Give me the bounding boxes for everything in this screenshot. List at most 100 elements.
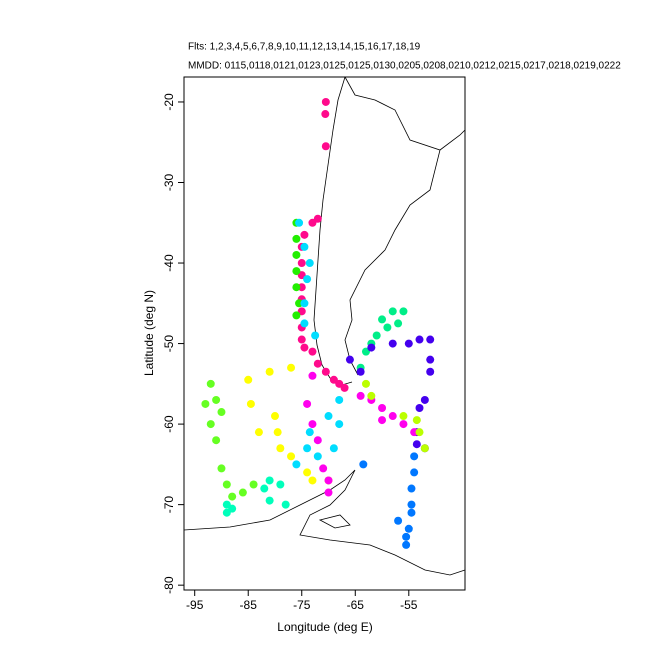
point: [313, 436, 322, 445]
point: [295, 218, 304, 227]
point: [212, 395, 221, 404]
y-tick-label: -70: [162, 496, 176, 514]
point: [378, 416, 387, 425]
point: [244, 375, 253, 384]
point: [303, 468, 312, 477]
point: [292, 250, 301, 259]
point: [367, 391, 376, 400]
point: [410, 468, 419, 477]
point: [329, 444, 338, 453]
title: Flts: 1,2,3,4,5,6,7,8,9,10,11,12,13,14,1…: [188, 42, 421, 53]
point: [297, 335, 306, 344]
point: [273, 428, 282, 437]
point: [378, 315, 387, 324]
point: [292, 267, 301, 276]
point: [402, 540, 411, 549]
point: [324, 488, 333, 497]
point: [372, 331, 381, 340]
point: [265, 367, 274, 376]
point: [217, 464, 226, 473]
point: [212, 436, 221, 445]
point: [404, 339, 413, 348]
point: [388, 307, 397, 316]
point: [356, 367, 365, 376]
point: [335, 420, 344, 429]
point: [356, 391, 365, 400]
plot-frame: [183, 76, 466, 591]
point: [265, 496, 274, 505]
point: [324, 476, 333, 485]
point: [313, 359, 322, 368]
point: [420, 444, 429, 453]
point: [300, 343, 309, 352]
point: [308, 420, 317, 429]
y-axis-label: Latitude (deg N): [142, 290, 156, 376]
point: [276, 444, 285, 453]
point: [308, 347, 317, 356]
point: [345, 355, 354, 364]
point: [292, 234, 301, 243]
point: [228, 492, 237, 501]
point: [311, 331, 320, 340]
point: [361, 379, 370, 388]
point: [388, 412, 397, 421]
point: [217, 408, 226, 417]
point: [407, 484, 416, 493]
y-tick-label: -50: [162, 335, 176, 353]
point: [265, 476, 274, 485]
point: [319, 464, 328, 473]
point: [407, 508, 416, 517]
point: [246, 399, 255, 408]
point: [303, 399, 312, 408]
point: [249, 480, 258, 489]
point: [340, 383, 349, 392]
point: [308, 371, 317, 380]
point: [303, 275, 312, 284]
point: [399, 307, 408, 316]
point: [412, 440, 421, 449]
point: [308, 476, 317, 485]
x-tick-label: -85: [240, 598, 258, 612]
point: [407, 500, 416, 509]
point: [287, 452, 296, 461]
point: [378, 403, 387, 412]
point: [426, 367, 435, 376]
point: [394, 516, 403, 525]
point: [402, 532, 411, 541]
point: [270, 412, 279, 421]
point: [238, 488, 247, 497]
x-tick-label: -65: [347, 598, 365, 612]
y-tick-label: -30: [162, 174, 176, 192]
point: [281, 500, 290, 509]
point: [383, 323, 392, 332]
point: [305, 428, 314, 437]
point: [324, 412, 333, 421]
point: [201, 399, 210, 408]
point: [300, 230, 309, 239]
point: [404, 524, 413, 533]
point: [412, 416, 421, 425]
point: [292, 460, 301, 469]
point: [300, 319, 309, 328]
point: [321, 110, 330, 119]
x-tick-label: -75: [293, 598, 311, 612]
point: [303, 444, 312, 453]
point: [206, 379, 215, 388]
point: [222, 508, 231, 517]
point: [388, 339, 397, 348]
point: [321, 367, 330, 376]
point: [206, 420, 215, 429]
point: [305, 259, 314, 268]
point: [292, 283, 301, 292]
y-tick-label: -60: [162, 415, 176, 433]
point: [292, 311, 301, 320]
coastline: [183, 76, 466, 576]
point: [300, 242, 309, 251]
point: [297, 259, 306, 268]
point: [313, 452, 322, 461]
point: [308, 218, 317, 227]
point: [222, 480, 231, 489]
point: [415, 428, 424, 437]
point: [399, 420, 408, 429]
x-axis-label: Longitude (deg E): [277, 620, 372, 634]
